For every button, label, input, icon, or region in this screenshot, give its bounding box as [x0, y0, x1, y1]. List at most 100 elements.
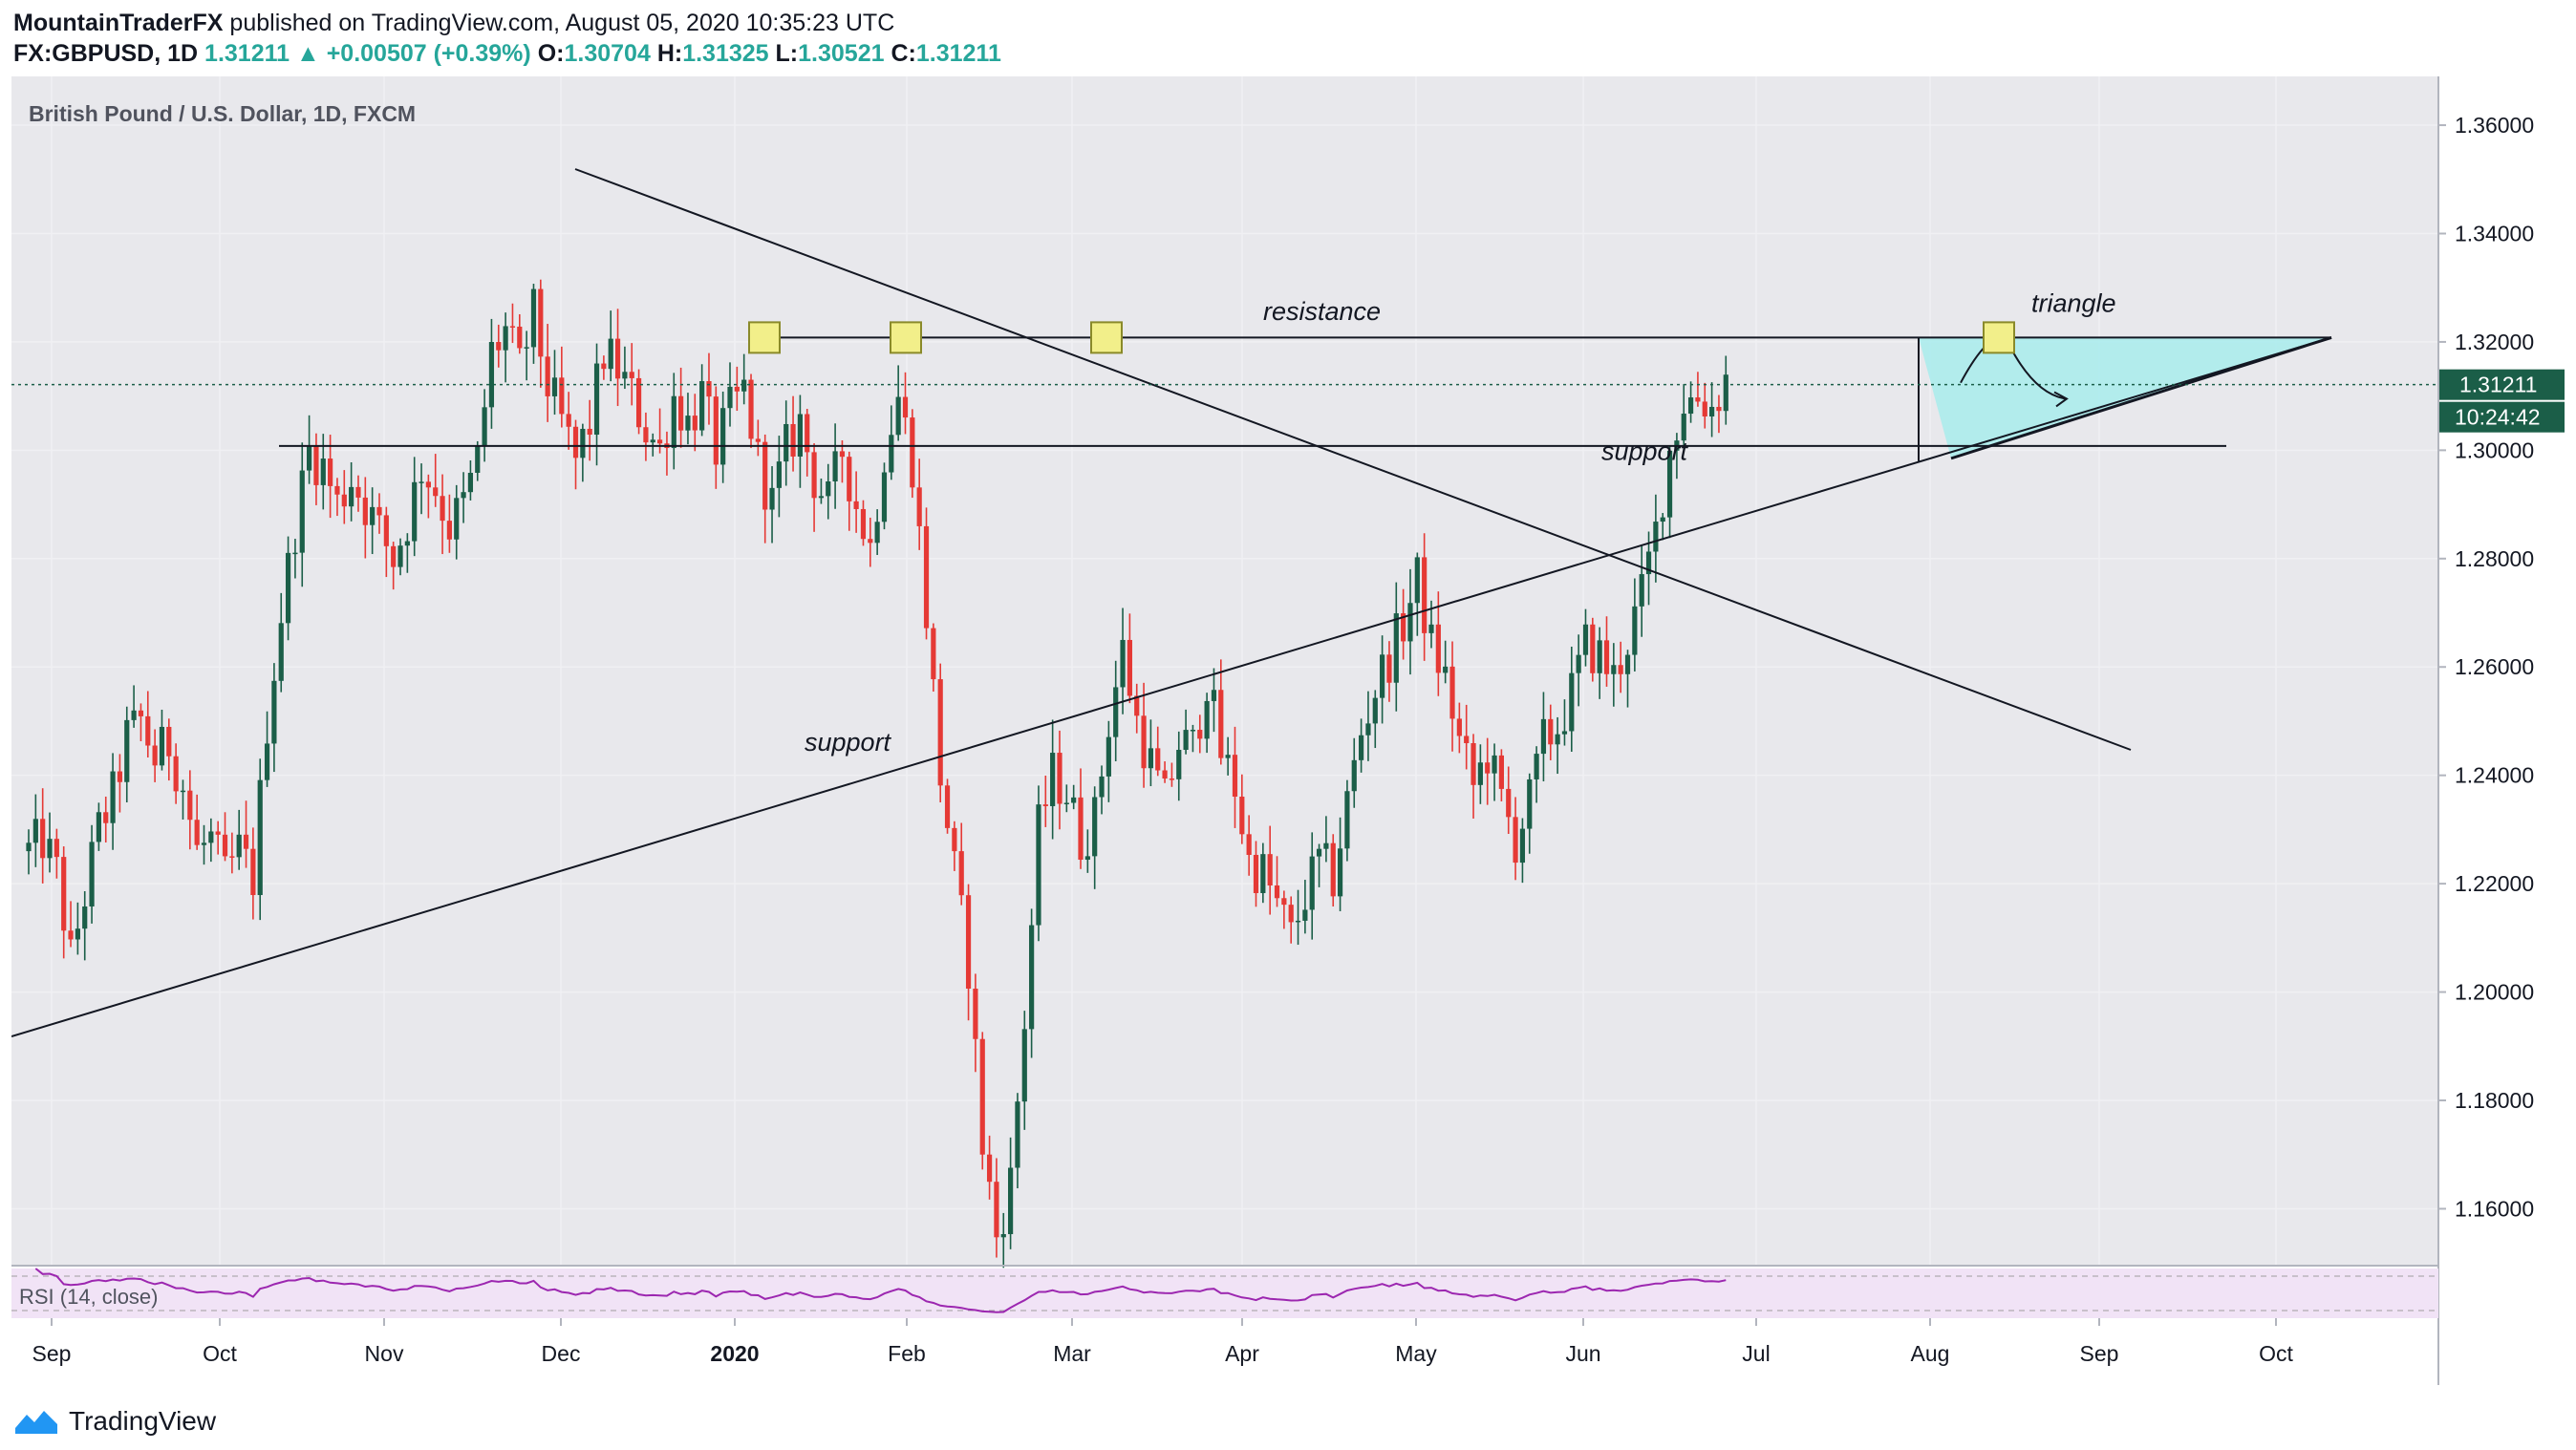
candle-body-up — [159, 726, 165, 766]
candlesticks — [26, 279, 1728, 1269]
tradingview-footer[interactable]: TradingView — [13, 1402, 216, 1440]
candle-body-down — [341, 494, 347, 507]
candle-body-up — [475, 446, 481, 473]
y-tick-label: 1.36000 — [2455, 113, 2534, 138]
price-axis-background — [2438, 76, 2565, 1385]
candle-body-up — [278, 623, 284, 681]
candle-body-up — [1540, 718, 1547, 755]
candle-body-down — [755, 438, 761, 442]
candle-body-down — [1288, 905, 1294, 923]
candle-body-up — [89, 842, 95, 906]
projection-arrowhead — [2053, 391, 2069, 408]
low-label: L: — [775, 40, 799, 67]
y-tick-label: 1.32000 — [2455, 330, 2534, 354]
high-value: 1.31325 — [682, 40, 769, 67]
candle-body-down — [1498, 755, 1504, 789]
candle-body-up — [1176, 749, 1182, 779]
x-tick-label: Jun — [1565, 1341, 1600, 1366]
candle-body-down — [40, 819, 46, 859]
candle-body-down — [229, 856, 235, 858]
candle-body-up — [1709, 406, 1715, 417]
candle-body-down — [916, 487, 922, 526]
candle-body-down — [194, 820, 200, 845]
y-gridlines — [11, 124, 2438, 1210]
triangle-lower-edge — [1950, 335, 2332, 460]
candle-body-up — [826, 480, 831, 497]
candle-body-up — [236, 834, 242, 858]
candle-body-up — [32, 819, 38, 843]
candle-body-up — [741, 379, 747, 392]
candle-body-down — [138, 710, 144, 716]
triangle-label: triangle — [2031, 289, 2116, 318]
candle-body-up — [895, 396, 901, 436]
trend-drawings — [11, 168, 2438, 1037]
candle-body-up — [1666, 450, 1673, 518]
candle-body-down — [1197, 730, 1203, 739]
candle-body-down — [1281, 898, 1287, 906]
candle-body-up — [75, 928, 80, 940]
candle-body-up — [454, 498, 460, 540]
candle-body-down — [706, 381, 712, 397]
candle-body-up — [1492, 755, 1497, 774]
candle-body-down — [1169, 778, 1175, 780]
candle-body-down — [117, 771, 123, 782]
candle-body-down — [1422, 557, 1428, 633]
candle-body-down — [1590, 624, 1596, 673]
rsi-pane[interactable]: RSI (14, close) — [11, 1268, 2438, 1318]
annotation-labels: resistance support support triangle — [805, 289, 2116, 757]
candle-body-up — [1316, 848, 1322, 857]
candle-body-down — [994, 1182, 999, 1238]
rsi-label: RSI (14, close) — [19, 1285, 159, 1309]
y-tick-label: 1.18000 — [2455, 1088, 2534, 1113]
candle-body-up — [1569, 672, 1575, 732]
candle-body-up — [397, 545, 403, 567]
publish-date: published on TradingView.com, August 05,… — [229, 10, 895, 36]
x-tick-label: Dec — [542, 1341, 581, 1366]
descending-trendline — [574, 168, 2132, 751]
price-chart[interactable]: British Pound / U.S. Dollar, 1D, FXCM re… — [11, 76, 2565, 1385]
candle-body-down — [362, 497, 368, 525]
candle-body-down — [166, 726, 172, 757]
candle-body-up — [1645, 551, 1652, 575]
candle-body-down — [958, 851, 964, 896]
candle-body-up — [1302, 909, 1308, 921]
candle-body-up — [524, 347, 529, 349]
candle-body-up — [593, 363, 600, 436]
candle-body-up — [419, 481, 424, 483]
candle-body-up — [1477, 762, 1483, 785]
candle-body-down — [762, 441, 768, 510]
y-tick-label: 1.34000 — [2455, 221, 2534, 245]
candle-body-down — [1057, 753, 1063, 804]
candle-body-down — [559, 377, 565, 415]
candle-body-down — [545, 356, 550, 396]
candle-body-up — [1225, 755, 1231, 758]
candle-body-up — [412, 481, 418, 542]
current-price-tag: 1.31211 10:24:42 — [2439, 369, 2565, 433]
candle-body-up — [307, 445, 312, 471]
low-value: 1.30521 — [798, 40, 885, 67]
candle-body-up — [201, 842, 207, 845]
candle-body-up — [1576, 654, 1581, 673]
candle-body-down — [1078, 797, 1084, 861]
y-tick-label: 1.16000 — [2455, 1196, 2534, 1221]
countdown-box — [2439, 401, 2565, 433]
x-tick-label: Mar — [1053, 1341, 1091, 1366]
x-tick-label: May — [1395, 1341, 1437, 1366]
candle-body-up — [82, 906, 88, 929]
y-tick-label: 1.26000 — [2455, 654, 2534, 679]
publisher-name[interactable]: MountainTraderFX — [13, 10, 224, 36]
candle-body-down — [1330, 842, 1336, 897]
touch-marker — [1090, 321, 1123, 354]
candle-body-down — [1449, 666, 1455, 719]
candle-body-down — [1239, 797, 1245, 835]
candle-body-down — [860, 508, 867, 540]
open-value: 1.30704 — [564, 40, 651, 67]
candle-body-up — [608, 338, 613, 370]
candle-body-up — [1351, 759, 1357, 792]
candle-body-down — [1618, 665, 1623, 674]
symbol-name[interactable]: FX:GBPUSD, 1D — [13, 40, 199, 67]
candle-body-up — [110, 771, 116, 823]
candle-body-up — [1632, 606, 1638, 655]
candle-body-down — [517, 326, 523, 349]
candle-body-down — [965, 895, 972, 990]
